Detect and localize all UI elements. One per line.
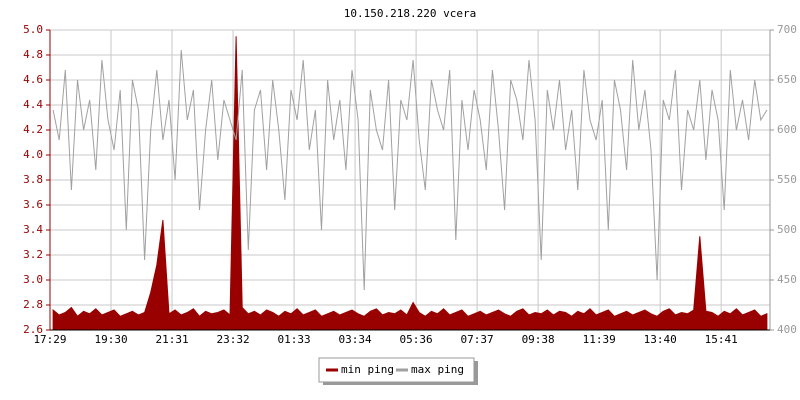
x-tick-label: 03:34 — [339, 333, 372, 346]
y-tick-label: 2.6 — [23, 323, 43, 336]
x-tick-label: 19:30 — [94, 333, 127, 346]
series-line — [52, 49, 768, 291]
y-tick-label: 4.8 — [23, 48, 43, 61]
chart-title: 10.150.218.220 vcera — [344, 7, 476, 20]
x-tick-label: 05:36 — [400, 333, 433, 346]
series-area — [52, 36, 768, 331]
y-tick-label: 3.2 — [23, 248, 43, 261]
x-tick-label: 01:33 — [278, 333, 311, 346]
y-tick-label: 4.2 — [23, 123, 43, 136]
x-tick-label: 11:39 — [583, 333, 616, 346]
y-tick-label: 4.0 — [23, 148, 43, 161]
x-tick-label: 15:41 — [705, 333, 738, 346]
legend-label: max ping — [411, 363, 464, 376]
y2-tick-label: 550 — [777, 173, 797, 186]
y-tick-label: 5.0 — [23, 23, 43, 36]
legend-label: min ping — [341, 363, 394, 376]
y-tick-label: 3.6 — [23, 198, 43, 211]
x-tick-label: 13:40 — [644, 333, 677, 346]
y2-tick-label: 400 — [777, 323, 797, 336]
y-tick-label: 3.4 — [23, 223, 43, 236]
x-tick-label: 23:32 — [216, 333, 249, 346]
x-tick-label: 17:29 — [33, 333, 66, 346]
y-tick-label: 2.8 — [23, 298, 43, 311]
x-tick-label: 09:38 — [522, 333, 555, 346]
y-tick-label: 4.6 — [23, 73, 43, 86]
y-tick-label: 3.0 — [23, 273, 43, 286]
x-tick-label: 21:31 — [155, 333, 188, 346]
y2-tick-label: 500 — [777, 223, 797, 236]
y-tick-label: 4.4 — [23, 98, 43, 111]
y2-tick-label: 700 — [777, 23, 797, 36]
y2-tick-label: 650 — [777, 73, 797, 86]
legend-box — [318, 357, 475, 383]
y2-tick-label: 600 — [777, 123, 797, 136]
y-tick-label: 3.8 — [23, 173, 43, 186]
y2-tick-label: 450 — [777, 273, 797, 286]
x-tick-label: 07:37 — [461, 333, 494, 346]
